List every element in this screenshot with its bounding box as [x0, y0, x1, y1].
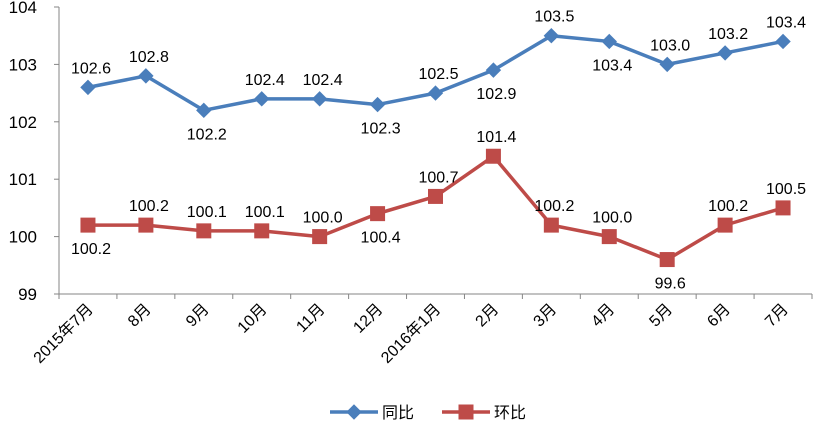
x-tick-label: 3月	[531, 301, 561, 331]
data-label: 100.1	[245, 204, 285, 221]
x-tick-label: 5月	[646, 301, 676, 331]
y-tick-label: 103	[9, 55, 37, 74]
data-point-square	[601, 229, 617, 245]
data-point-diamond	[717, 45, 733, 61]
data-point-square	[717, 217, 733, 233]
data-label: 100.4	[361, 230, 401, 247]
data-point-square	[370, 206, 386, 222]
data-label: 102.4	[245, 72, 285, 89]
chart-legend: 同比 环比	[330, 403, 526, 422]
data-point-diamond	[196, 102, 212, 119]
x-tick-label: 9月	[183, 301, 213, 331]
data-point-diamond	[369, 96, 386, 113]
data-label: 100.2	[708, 198, 748, 215]
x-tick-label: 2016年1月	[378, 300, 445, 367]
x-tick-label: 11月	[293, 301, 328, 336]
data-label: 100.7	[418, 169, 458, 186]
data-point-square	[80, 217, 96, 233]
x-tick-label: 6月	[704, 301, 734, 331]
data-point-diamond	[346, 404, 362, 420]
data-label: 100.0	[592, 210, 632, 227]
data-point-square	[138, 217, 154, 233]
series-tongbi	[80, 27, 791, 119]
data-labels: 102.6 102.8 102.2 102.4 102.4 102.3 102.5 102.9…	[71, 9, 806, 293]
y-tick-label: 99	[18, 285, 37, 304]
data-label: 103.2	[708, 26, 748, 43]
data-label: 100.2	[129, 198, 169, 215]
data-point-square	[775, 200, 791, 216]
data-point-square	[458, 404, 474, 420]
data-point-diamond	[775, 33, 791, 50]
data-label: 102.5	[418, 66, 458, 83]
data-point-diamond	[311, 91, 328, 107]
data-label: 100.2	[534, 198, 574, 215]
data-label: 100.2	[71, 241, 111, 258]
y-tick-label: 101	[9, 170, 37, 189]
data-point-diamond	[427, 85, 444, 101]
series-layer	[80, 27, 791, 268]
x-tick-label: 10月	[235, 301, 271, 337]
data-label: 103.4	[766, 14, 806, 31]
y-tick-label: 102	[9, 113, 37, 132]
data-point-square	[428, 188, 443, 204]
data-label: 100.0	[303, 210, 343, 227]
data-label: 103.5	[534, 9, 574, 26]
legend-label: 环比	[494, 403, 526, 422]
data-point-diamond	[254, 91, 270, 107]
data-label: 102.9	[476, 86, 516, 103]
data-point-square	[485, 148, 501, 164]
data-label: 102.3	[361, 121, 401, 138]
x-tick-label: 2015年7月	[30, 300, 97, 367]
x-tick-label: 12月	[350, 301, 386, 337]
data-point-diamond	[138, 68, 154, 84]
x-tick-label: 2月	[473, 301, 503, 331]
data-label: 102.2	[187, 126, 227, 143]
data-label: 102.6	[71, 60, 111, 77]
series-huanbi	[80, 148, 791, 268]
data-label: 100.1	[187, 204, 227, 221]
data-label: 103.4	[592, 57, 632, 74]
data-point-diamond	[80, 79, 96, 96]
y-axis-ticks: 99 100 101 102 103 104	[9, 0, 59, 304]
data-point-square	[312, 229, 328, 245]
data-point-diamond	[659, 56, 675, 73]
data-point-square	[254, 223, 270, 239]
data-label: 100.5	[766, 181, 806, 198]
legend-item: 同比	[330, 403, 414, 422]
legend-item: 环比	[442, 403, 526, 422]
y-tick-label: 100	[9, 228, 37, 247]
x-tick-label: 8月	[125, 301, 155, 331]
data-label: 102.4	[303, 72, 343, 89]
data-label: 99.6	[655, 276, 686, 293]
x-tick-label: 7月	[762, 301, 792, 331]
data-label: 103.0	[650, 37, 690, 54]
x-tick-label: 4月	[588, 301, 618, 331]
data-point-square	[543, 217, 559, 233]
legend-label: 同比	[382, 403, 414, 422]
data-label: 101.4	[476, 129, 516, 146]
data-point-diamond	[543, 27, 560, 44]
data-label: 102.8	[129, 49, 169, 66]
data-point-square	[659, 252, 675, 268]
data-point-diamond	[485, 62, 502, 78]
chart-axes	[58, 7, 812, 295]
y-tick-label: 104	[9, 0, 37, 17]
data-point-square	[196, 223, 212, 239]
data-point-diamond	[601, 33, 617, 50]
